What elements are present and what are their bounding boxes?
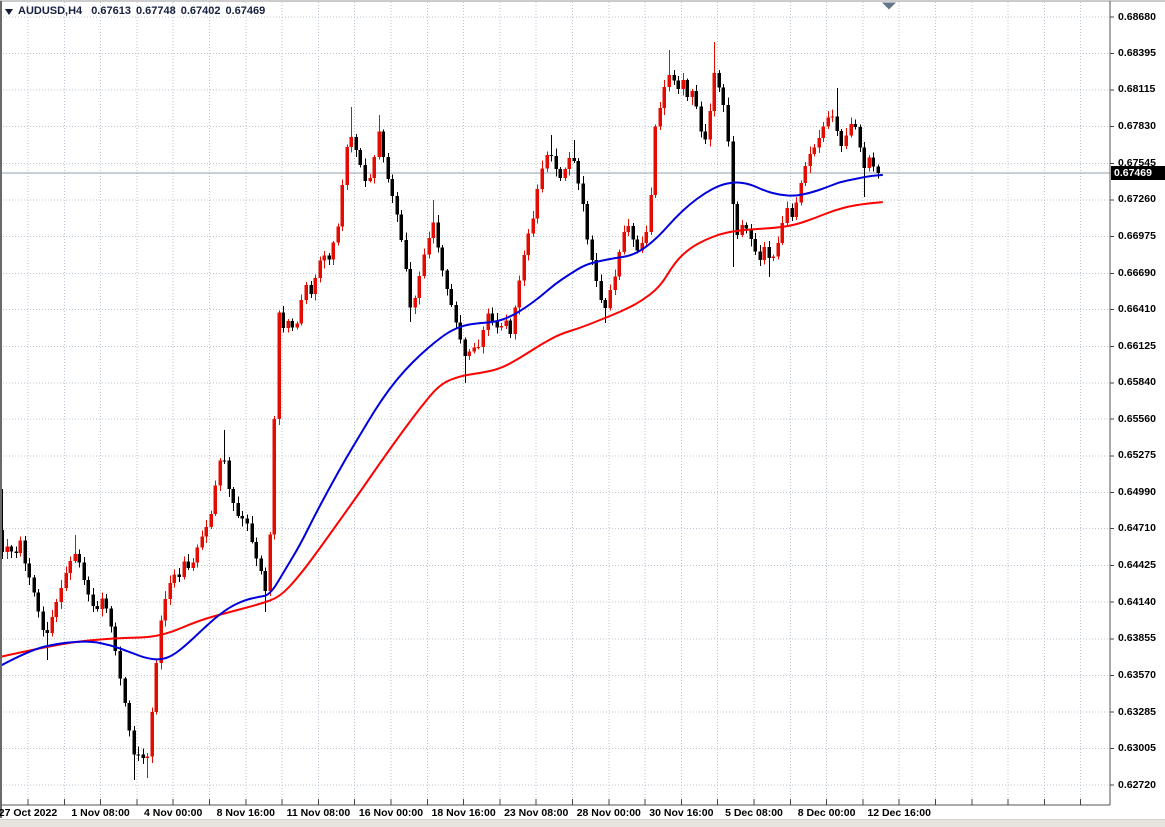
current-price-tag: 0.67469 [1111, 166, 1165, 180]
window-resize-strip [0, 819, 1165, 827]
ohlc-open-value: 0.67613 [91, 5, 131, 17]
symbol-period-label: AUDUSD,H4 [18, 5, 83, 17]
ohlc-high-value: 0.67748 [135, 5, 176, 17]
chart-shift-marker-icon[interactable] [882, 2, 896, 10]
candles-layer [0, 42, 881, 781]
ma-slow-red-line [0, 201, 883, 658]
chart-symbol-ohlc: AUDUSD,H4 0.67613 0.67748 0.67402 0.67469 [18, 5, 270, 17]
symbol-dropdown-icon[interactable] [5, 9, 13, 15]
ohlc-close-value: 0.67469 [225, 5, 266, 17]
grid-layer [0, 2, 1110, 805]
ohlc-low-value: 0.67402 [180, 5, 221, 17]
time-axis[interactable] [0, 806, 1110, 819]
price-axis[interactable] [1111, 0, 1165, 805]
ma-fast-blue-line [0, 174, 883, 667]
axis-ticks [27, 16, 1114, 805]
